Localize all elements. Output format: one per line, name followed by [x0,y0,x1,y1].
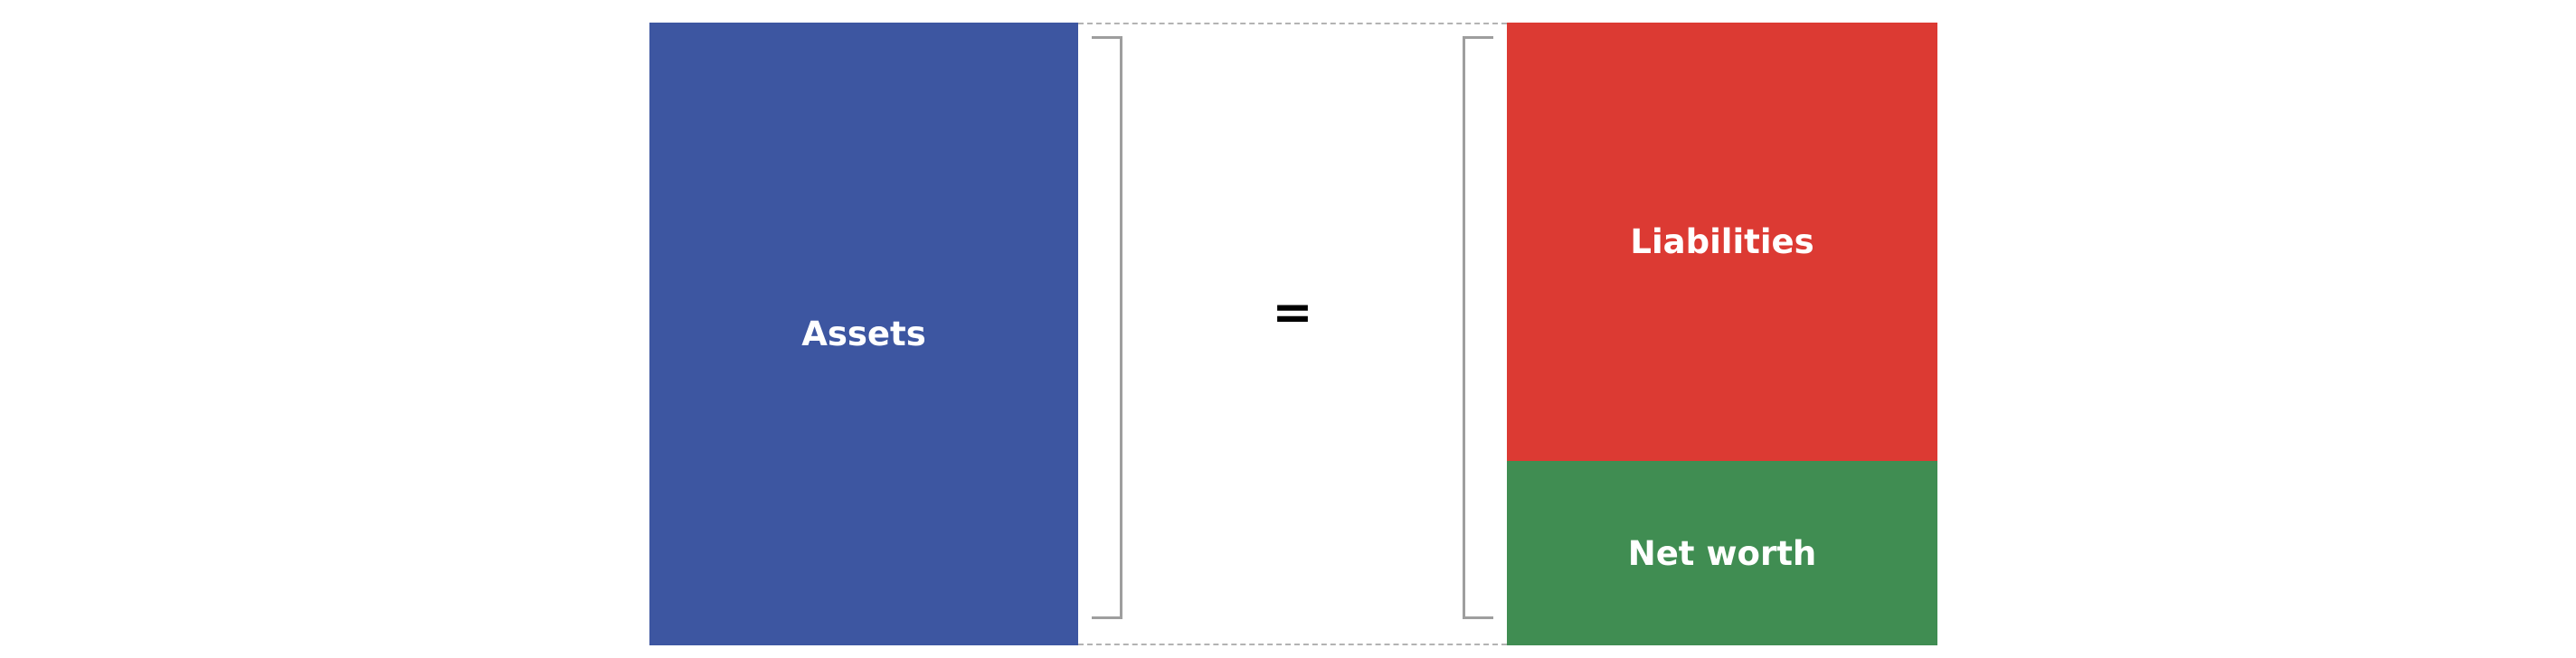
equals-sign: = [1272,283,1313,341]
liabilities-block: Liabilities [1507,23,1937,461]
assets-block: Assets [649,23,1078,645]
left-bracket [1092,36,1122,619]
liabilities-label: Liabilities [1630,222,1814,261]
right-bracket [1463,36,1493,619]
assets-label: Assets [801,315,926,353]
net-worth-label: Net worth [1627,533,1817,573]
equation-dashed-frame [1078,23,1507,645]
net-worth-block: Net worth [1507,461,1937,645]
